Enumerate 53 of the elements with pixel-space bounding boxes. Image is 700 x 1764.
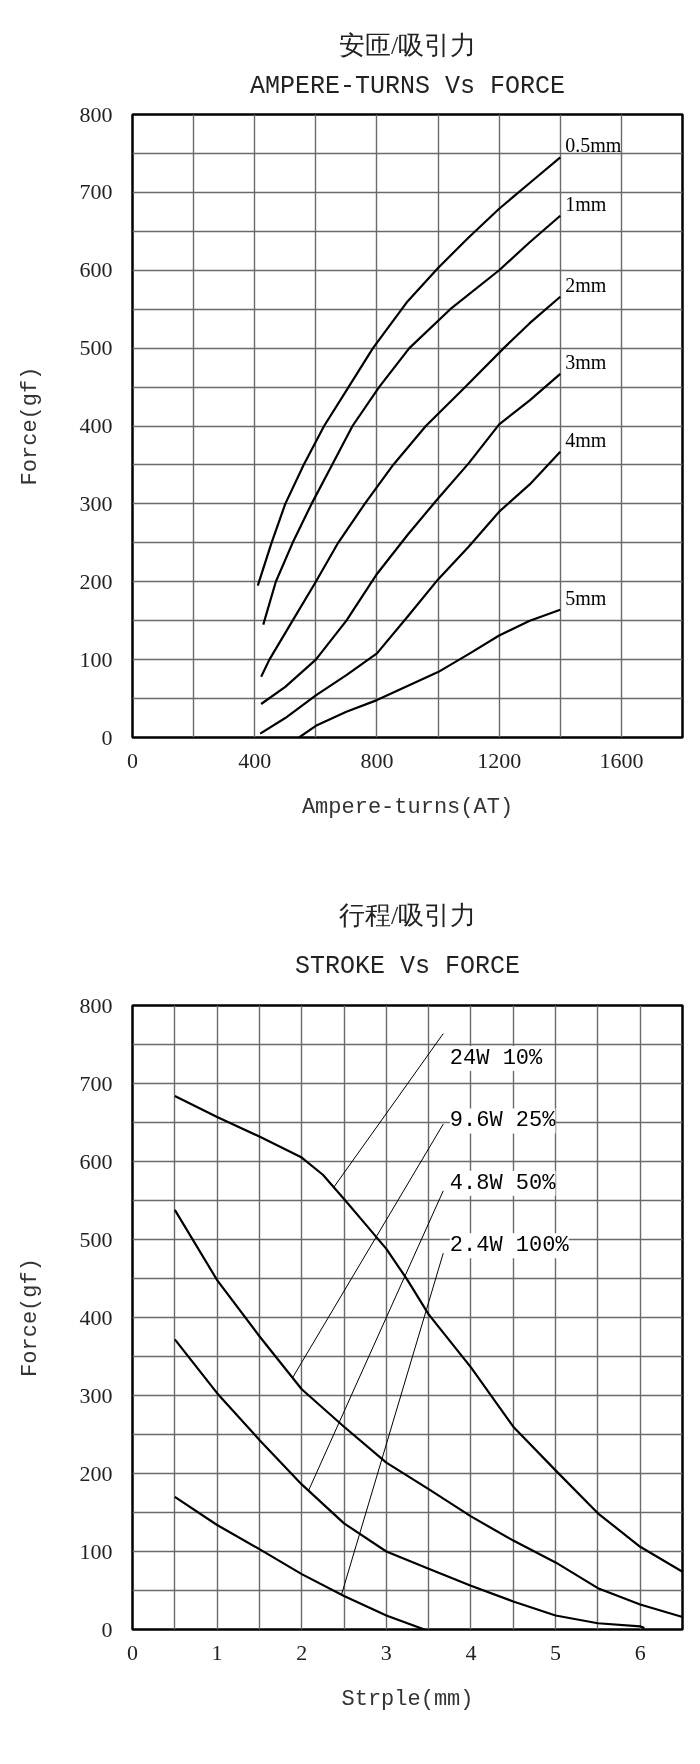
- y-tick-label: 300: [79, 490, 113, 516]
- y-tick-label: 100: [79, 1538, 113, 1564]
- text: 2.4W 100%: [449, 1233, 570, 1259]
- y-tick-label: 300: [79, 1382, 113, 1408]
- series-label: 3mm: [565, 350, 607, 373]
- x-tick-label: 800: [360, 747, 394, 773]
- y-tick-label: 100: [79, 646, 113, 672]
- y-tick-label: 700: [79, 179, 113, 205]
- text: 4.8W 50%: [449, 1170, 557, 1196]
- y-axis-title: Force(gf): [17, 1258, 43, 1377]
- chart-title: 行程/吸引力: [338, 901, 477, 930]
- y-tick-label: 400: [79, 1304, 113, 1330]
- y-tick-label: 800: [79, 992, 113, 1018]
- x-tick-label: 5: [550, 1639, 562, 1665]
- y-tick-label: 500: [79, 335, 113, 361]
- y-tick-label: 400: [79, 413, 113, 438]
- line-series: [256, 156, 562, 587]
- y-tick-label: 0: [101, 1616, 113, 1642]
- x-tick-label: 1: [211, 1639, 223, 1665]
- x-axis-title: Ampere-turns(AT): [301, 794, 514, 820]
- chart-subtitle: AMPERE-TURNS Vs FORCE: [249, 71, 566, 101]
- text: 9.6W 25%: [449, 1108, 557, 1134]
- x-axis-title: Strple(mm): [341, 1686, 474, 1712]
- x-tick-label: 1600: [599, 747, 644, 773]
- series-label: 5mm: [565, 586, 607, 609]
- line-series: [260, 295, 562, 678]
- x-tick-label: 0: [127, 747, 138, 773]
- x-tick-label: 3: [380, 1639, 392, 1665]
- series-label: 0.5mm: [565, 134, 622, 157]
- x-tick-label: 6: [634, 1639, 646, 1665]
- y-tick-label: 0: [101, 724, 113, 750]
- x-tick-label: 2: [296, 1639, 308, 1665]
- line-series: [260, 372, 562, 706]
- text: 24W 10%: [449, 1046, 544, 1072]
- y-tick-label: 500: [79, 1226, 113, 1252]
- series-label: 1mm: [565, 192, 607, 215]
- chart-title: 安匝/吸引力: [338, 31, 477, 60]
- chart-subtitle: STROKE Vs FORCE: [294, 952, 521, 981]
- line-series: [262, 214, 562, 626]
- y-tick-label: 600: [79, 1148, 113, 1174]
- y-tick-label: 200: [79, 568, 113, 594]
- x-tick-label: 4: [465, 1639, 477, 1665]
- series-label: 2mm: [565, 273, 607, 296]
- y-tick-label: 200: [79, 1460, 113, 1486]
- y-tick-label: 600: [79, 257, 113, 283]
- line-series: [259, 450, 562, 735]
- series-label: 4mm: [565, 428, 607, 451]
- x-tick-label: 0: [127, 1639, 138, 1665]
- y-tick-label: 800: [79, 101, 113, 127]
- y-axis-title: Force(gf): [17, 366, 43, 486]
- y-tick-label: 700: [79, 1070, 113, 1096]
- x-tick-label: 1200: [477, 747, 522, 773]
- x-tick-label: 400: [238, 747, 272, 773]
